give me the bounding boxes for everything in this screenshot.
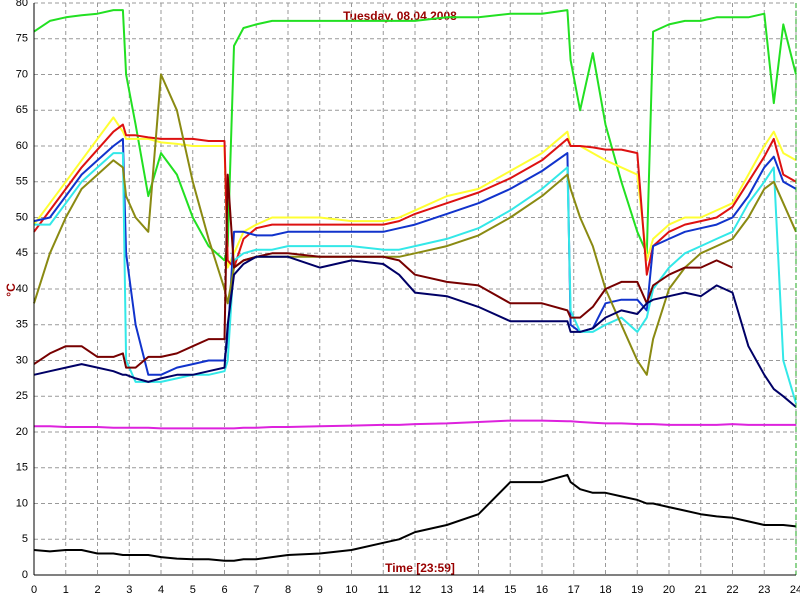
series-line [33, 123, 797, 276]
y-tick-label: 50 [16, 211, 28, 223]
x-tick-label: 19 [631, 584, 643, 596]
series-line [34, 152, 797, 404]
x-tick-label: 16 [536, 584, 548, 596]
x-tick-label: 0 [31, 584, 37, 596]
series-line [34, 419, 796, 430]
y-tick-label: 30 [16, 354, 28, 366]
y-tick-label: 5 [22, 533, 28, 545]
x-tick-label: 18 [599, 584, 611, 596]
x-tick-label: 24 [790, 584, 800, 596]
x-axis-label: Time [23:59] [385, 561, 455, 575]
x-tick-label: 12 [409, 584, 421, 596]
y-tick-label: 35 [16, 319, 28, 331]
x-tick-label: 6 [221, 584, 227, 596]
x-tick-label: 1 [63, 584, 69, 596]
series-line [33, 473, 797, 562]
x-tick-label: 8 [285, 584, 291, 596]
x-tick-label: 5 [190, 584, 196, 596]
x-tick-label: 22 [726, 584, 738, 596]
x-tick-label: 4 [158, 584, 164, 596]
y-tick-label: 10 [16, 497, 28, 509]
x-tick-label: 14 [472, 584, 484, 596]
plot-lines [33, 9, 797, 562]
y-tick-label: 25 [16, 390, 28, 402]
y-tick-label: 70 [16, 68, 28, 80]
y-axis-label: °C [4, 283, 18, 297]
series-line [33, 9, 797, 262]
x-tick-label: 2 [94, 584, 100, 596]
y-tick-label: 20 [16, 426, 28, 438]
y-tick-label: 80 [16, 0, 28, 9]
x-tick-label: 17 [568, 584, 580, 596]
y-tick-label: 0 [22, 569, 28, 581]
x-tick-label: 10 [345, 584, 357, 596]
x-tick-label: 15 [504, 584, 516, 596]
series-line [33, 255, 797, 408]
x-tick-label: 21 [695, 584, 707, 596]
y-tick-label: 55 [16, 176, 28, 188]
series-line [33, 137, 797, 376]
x-tick-label: 23 [758, 584, 770, 596]
x-tick-label: 13 [441, 584, 453, 596]
x-tick-label: 9 [317, 584, 323, 596]
y-tick-label: 15 [16, 462, 28, 474]
y-tick-label: 75 [16, 33, 28, 45]
y-tick-label: 45 [16, 247, 28, 259]
y-tick-label: 65 [16, 104, 28, 116]
y-tick-label: 40 [16, 283, 28, 295]
x-tick-label: 11 [378, 584, 389, 596]
series-line [33, 173, 733, 369]
x-tick-label: 7 [253, 584, 259, 596]
x-tick-label: 20 [663, 584, 675, 596]
x-tick-label: 3 [126, 584, 132, 596]
series-line [33, 116, 797, 269]
y-tick-label: 60 [16, 140, 28, 152]
